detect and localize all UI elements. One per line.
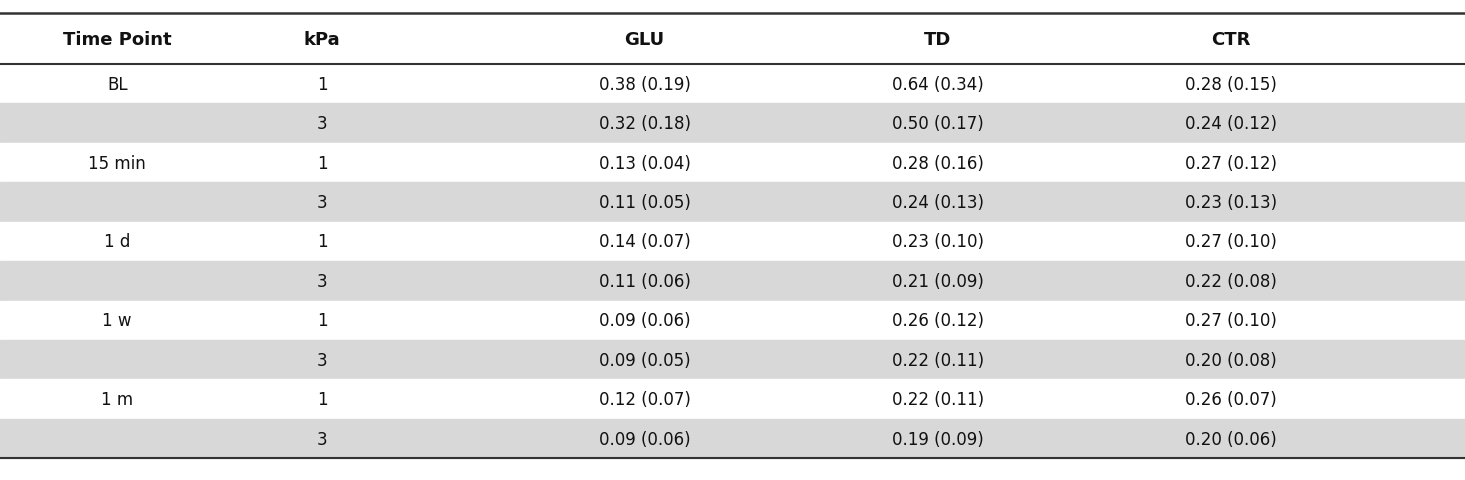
Bar <box>0 419 1465 458</box>
Text: Time Point: Time Point <box>63 31 171 48</box>
Text: 0.24 (0.13): 0.24 (0.13) <box>892 193 983 212</box>
Text: BL: BL <box>107 75 127 94</box>
Text: 0.28 (0.16): 0.28 (0.16) <box>892 154 983 172</box>
Text: 0.32 (0.18): 0.32 (0.18) <box>599 115 690 133</box>
Text: 0.13 (0.04): 0.13 (0.04) <box>599 154 690 172</box>
Text: 0.27 (0.12): 0.27 (0.12) <box>1185 154 1276 172</box>
Bar <box>0 340 1465 380</box>
Text: 1 m: 1 m <box>101 390 133 408</box>
Text: 1: 1 <box>316 154 328 172</box>
Text: 0.38 (0.19): 0.38 (0.19) <box>599 75 690 94</box>
Text: 3: 3 <box>316 430 328 448</box>
Text: 0.27 (0.10): 0.27 (0.10) <box>1185 312 1276 330</box>
Text: 0.14 (0.07): 0.14 (0.07) <box>599 233 690 251</box>
Text: 0.28 (0.15): 0.28 (0.15) <box>1185 75 1276 94</box>
Bar <box>0 65 1465 104</box>
Bar <box>0 262 1465 301</box>
Text: 0.22 (0.08): 0.22 (0.08) <box>1185 272 1276 290</box>
Text: 1 w: 1 w <box>103 312 132 330</box>
Text: 0.19 (0.09): 0.19 (0.09) <box>892 430 983 448</box>
Text: 0.12 (0.07): 0.12 (0.07) <box>599 390 690 408</box>
Text: 0.23 (0.13): 0.23 (0.13) <box>1185 193 1276 212</box>
Text: 0.64 (0.34): 0.64 (0.34) <box>892 75 983 94</box>
Text: 0.24 (0.12): 0.24 (0.12) <box>1185 115 1276 133</box>
Text: kPa: kPa <box>305 31 340 48</box>
Text: 0.26 (0.12): 0.26 (0.12) <box>892 312 983 330</box>
Text: CTR: CTR <box>1212 31 1250 48</box>
Text: 3: 3 <box>316 272 328 290</box>
Text: 1: 1 <box>316 233 328 251</box>
Text: 0.22 (0.11): 0.22 (0.11) <box>892 390 983 408</box>
Text: 0.09 (0.06): 0.09 (0.06) <box>599 312 690 330</box>
Text: 1: 1 <box>316 390 328 408</box>
Text: GLU: GLU <box>624 31 665 48</box>
Text: 1 d: 1 d <box>104 233 130 251</box>
Text: 0.20 (0.08): 0.20 (0.08) <box>1185 351 1276 369</box>
Bar <box>0 104 1465 144</box>
Bar <box>0 14 1465 65</box>
Text: 0.11 (0.06): 0.11 (0.06) <box>599 272 690 290</box>
Bar <box>0 183 1465 222</box>
Text: 0.11 (0.05): 0.11 (0.05) <box>599 193 690 212</box>
Bar <box>0 301 1465 340</box>
Text: 0.22 (0.11): 0.22 (0.11) <box>892 351 983 369</box>
Text: 0.27 (0.10): 0.27 (0.10) <box>1185 233 1276 251</box>
Bar <box>0 222 1465 262</box>
Text: 3: 3 <box>316 351 328 369</box>
Text: 3: 3 <box>316 193 328 212</box>
Text: TD: TD <box>924 31 951 48</box>
Text: 1: 1 <box>316 75 328 94</box>
Bar <box>0 380 1465 419</box>
Text: 0.09 (0.06): 0.09 (0.06) <box>599 430 690 448</box>
Text: 0.23 (0.10): 0.23 (0.10) <box>892 233 983 251</box>
Text: 0.21 (0.09): 0.21 (0.09) <box>892 272 983 290</box>
Text: 0.09 (0.05): 0.09 (0.05) <box>599 351 690 369</box>
Text: 0.50 (0.17): 0.50 (0.17) <box>892 115 983 133</box>
Text: 0.26 (0.07): 0.26 (0.07) <box>1185 390 1276 408</box>
Text: 15 min: 15 min <box>88 154 146 172</box>
Text: 1: 1 <box>316 312 328 330</box>
Bar <box>0 144 1465 183</box>
Text: 3: 3 <box>316 115 328 133</box>
Text: 0.20 (0.06): 0.20 (0.06) <box>1185 430 1276 448</box>
